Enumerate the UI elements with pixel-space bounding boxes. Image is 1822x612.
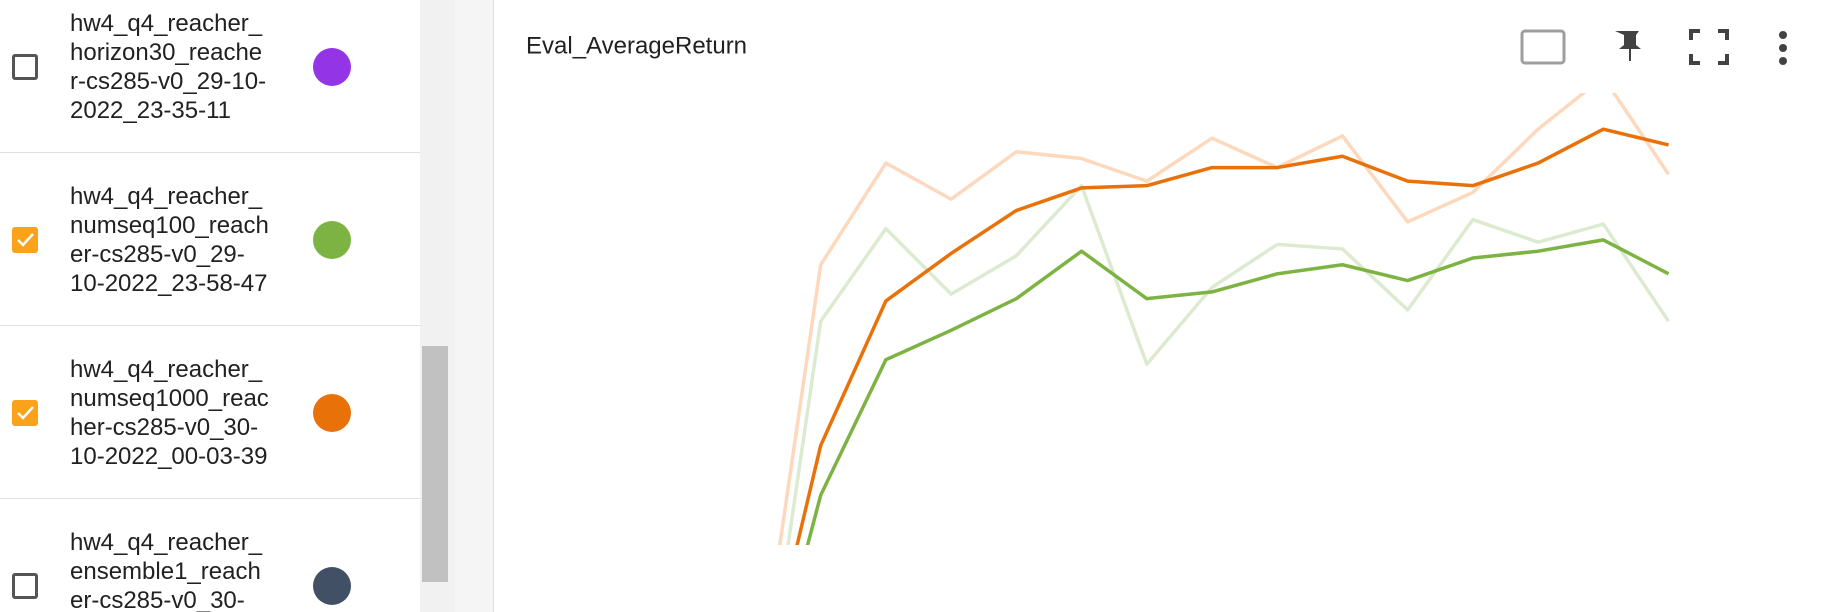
panel-divider	[455, 0, 494, 612]
run-checkbox[interactable]	[12, 399, 38, 426]
run-row: hw4_q4_reacher_horizon30_reacher-cs285-v…	[0, 0, 420, 153]
run-color[interactable]	[313, 393, 351, 432]
series-line	[795, 127, 1669, 545]
run-checkbox[interactable]	[12, 226, 38, 253]
run-color[interactable]	[313, 566, 351, 605]
run-row: hw4_q4_reacher_ensemble1_reacher-cs285-v…	[0, 499, 420, 612]
chart-title: Eval_AverageReturn	[526, 32, 747, 59]
run-name: hw4_q4_reacher_numseq100_reacher-cs285-v…	[70, 182, 269, 297]
scrollbar-thumb[interactable]	[422, 346, 448, 582]
run-checkbox[interactable]	[12, 572, 38, 599]
run-color[interactable]	[313, 220, 351, 259]
series-line	[778, 93, 1671, 545]
run-name: hw4_q4_reacher_numseq1000_reacher-cs285-…	[70, 355, 269, 470]
run-row: hw4_q4_reacher_numseq1000_reacher-cs285-…	[0, 326, 420, 499]
run-list: hw4_q4_reacher_horizon30_reacher-cs285-v…	[0, 0, 420, 612]
run-name: hw4_q4_reacher_horizon30_reacher-cs285-v…	[70, 9, 267, 124]
series-line	[805, 238, 1670, 545]
run-name: hw4_q4_reacher_ensemble1_reacher-cs285-v…	[70, 528, 263, 612]
fit-domain-button[interactable]	[1520, 29, 1566, 65]
run-checkbox[interactable]	[12, 53, 38, 80]
toolbar	[1520, 29, 1787, 65]
run-color[interactable]	[313, 47, 351, 86]
run-row: hw4_q4_reacher_numseq100_reacher-cs285-v…	[0, 153, 420, 326]
fullscreen-button[interactable]	[1689, 29, 1729, 65]
series-line	[786, 183, 1671, 545]
more-button[interactable]	[1779, 31, 1787, 65]
pin-button[interactable]	[1615, 31, 1641, 61]
